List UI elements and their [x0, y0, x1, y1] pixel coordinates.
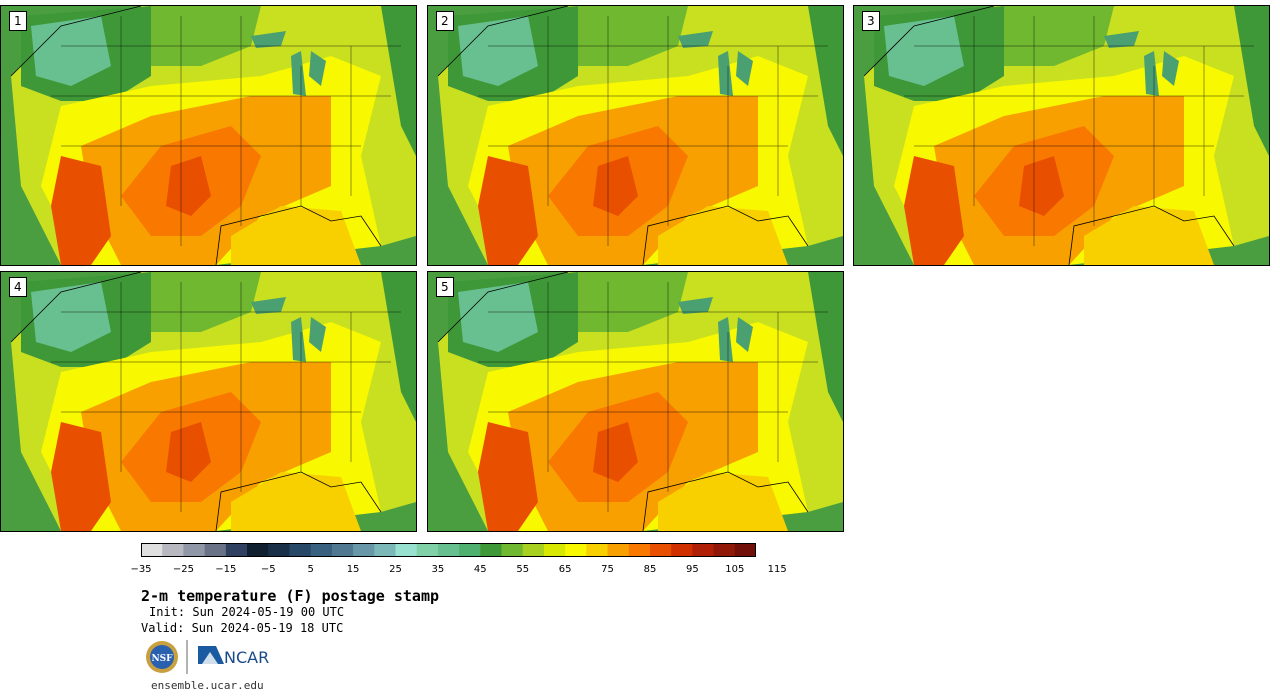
colorbar: [141, 543, 756, 557]
colorbar-swatch: [353, 543, 375, 557]
ncar-logo: NCAR: [198, 646, 269, 667]
colorbar-swatch: [437, 543, 460, 557]
website-url: ensemble.ucar.edu: [151, 679, 264, 692]
colorbar-tick-label: 55: [516, 564, 530, 575]
panel-number-1: 1: [9, 11, 27, 31]
figure-title: 2-m temperature (F) postage stamp: [141, 587, 440, 605]
colorbar-tick-label: 95: [686, 564, 699, 575]
colorbar-swatch: [480, 543, 503, 557]
colorbar-tick-label: 105: [725, 564, 745, 575]
colorbar-swatch: [543, 543, 566, 557]
panel-number-3: 3: [862, 11, 880, 31]
temperature-map-2: [428, 6, 843, 265]
colorbar-swatch: [331, 543, 354, 557]
colorbar-tick-label: −15: [215, 564, 237, 575]
map-panel-3: 3: [853, 5, 1270, 266]
colorbar-swatch: [713, 543, 736, 557]
colorbar-tick-label: 15: [346, 564, 360, 575]
colorbar-tick-label: 65: [558, 564, 572, 575]
colorbar-swatch: [459, 543, 481, 557]
colorbar-tick-label: 45: [473, 564, 487, 575]
colorbar-swatch: [628, 543, 651, 557]
colorbar-swatch: [395, 543, 418, 557]
colorbar-swatch: [162, 543, 184, 557]
init-time: Init: Sun 2024-05-19 00 UTC: [149, 605, 345, 619]
map-panel-4: 4: [0, 271, 417, 532]
panel-number-4: 4: [9, 277, 27, 297]
colorbar-tick-label: 25: [389, 564, 402, 575]
nsf-logo: NSF: [146, 641, 178, 673]
valid-time: Valid: Sun 2024-05-19 18 UTC: [141, 621, 344, 635]
colorbar-tick-label: 35: [431, 564, 445, 575]
colorbar-swatch: [247, 543, 269, 557]
colorbar-swatch: [649, 543, 672, 557]
temperature-map-5: [428, 272, 843, 531]
colorbar-swatch: [289, 543, 312, 557]
map-panel-1: 1: [0, 5, 417, 266]
colorbar-swatch: [204, 543, 227, 557]
colorbar-swatch: [522, 543, 545, 557]
colorbar-swatch: [501, 543, 524, 557]
colorbar-swatch: [607, 543, 630, 557]
colorbar-swatch: [268, 543, 290, 557]
colorbar-swatch: [692, 543, 715, 557]
map-panel-5: 5: [427, 271, 844, 532]
colorbar-tick-label: −5: [260, 564, 276, 575]
colorbar-tick-label: −25: [172, 564, 194, 575]
colorbar-swatch: [141, 543, 163, 557]
logos: NSF NCAR: [144, 638, 284, 676]
colorbar-swatch: [310, 543, 333, 557]
colorbar-swatch: [374, 543, 396, 557]
colorbar-swatch: [183, 543, 206, 557]
temperature-map-3: [854, 6, 1269, 265]
colorbar-tick-label: 75: [601, 564, 614, 575]
map-panel-2: 2: [427, 5, 844, 266]
colorbar-swatch: [416, 543, 439, 557]
panel-number-5: 5: [436, 277, 454, 297]
ncar-logo-text: NCAR: [224, 648, 269, 667]
colorbar-tick-label: 5: [307, 564, 314, 575]
colorbar-swatch: [671, 543, 693, 557]
colorbar-swatch: [225, 543, 248, 557]
nsf-logo-text: NSF: [151, 654, 173, 664]
colorbar-swatch: [586, 543, 609, 557]
temperature-map-1: [1, 6, 416, 265]
panel-number-2: 2: [436, 11, 454, 31]
colorbar-swatch: [565, 543, 587, 557]
colorbar-swatch: [734, 543, 756, 557]
colorbar-tick-label: −35: [130, 564, 152, 575]
temperature-map-4: [1, 272, 416, 531]
colorbar-tick-label: 115: [767, 564, 787, 575]
colorbar-tick-label: 85: [643, 564, 657, 575]
